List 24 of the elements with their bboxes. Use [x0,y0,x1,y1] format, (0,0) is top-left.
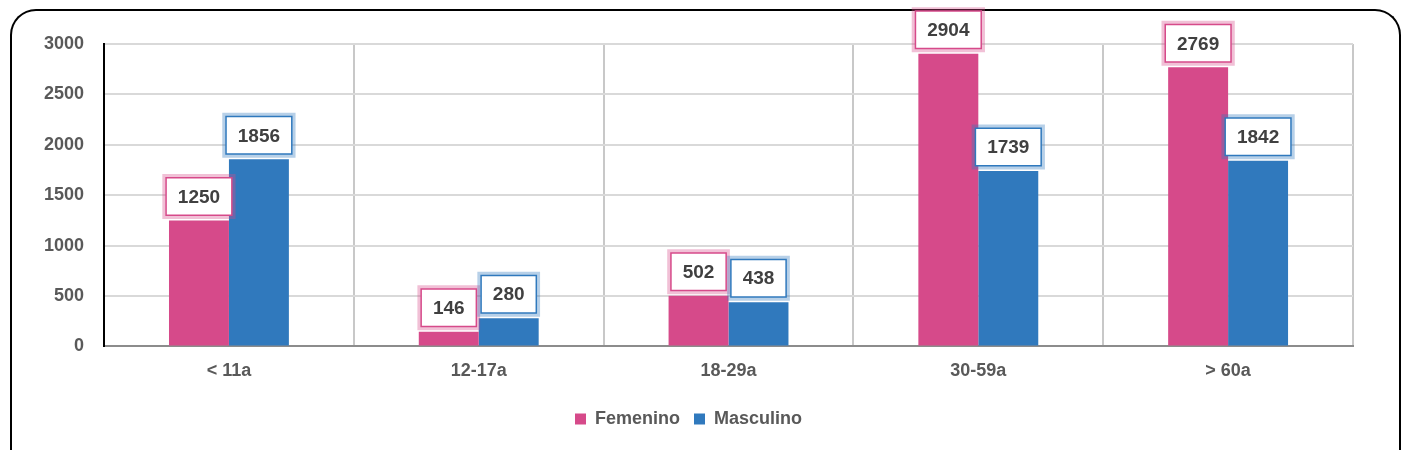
data-label: 280 [492,283,525,305]
data-label: 1856 [237,124,281,146]
legend-label: Masculino [714,407,803,428]
y-tick-label: 2500 [44,83,85,104]
data-label: 2904 [927,18,970,40]
y-tick-label: 1000 [44,234,85,255]
x-tick-label: 30-59a [950,360,1008,381]
y-tick-label: 0 [74,335,85,356]
data-label: 1739 [987,136,1030,158]
x-tick-label: 12-17a [450,360,508,381]
y-tick-label: 3000 [44,32,85,53]
y-tick-label: 2000 [44,133,85,154]
data-label: 146 [432,296,465,318]
x-tick-label: < 11a [206,360,253,381]
y-tick-label: 1500 [44,184,85,205]
y-tick-label: 500 [54,284,85,305]
data-label: 2769 [1176,32,1220,54]
data-label: 1250 [177,185,221,207]
x-tick-label: > 60a [1205,360,1252,381]
x-tick-label: 18-29a [700,360,758,381]
data-label: 438 [742,267,775,289]
data-label: 502 [682,261,715,283]
data-label: 1842 [1236,125,1280,147]
legend-label: Femenino [594,407,680,428]
